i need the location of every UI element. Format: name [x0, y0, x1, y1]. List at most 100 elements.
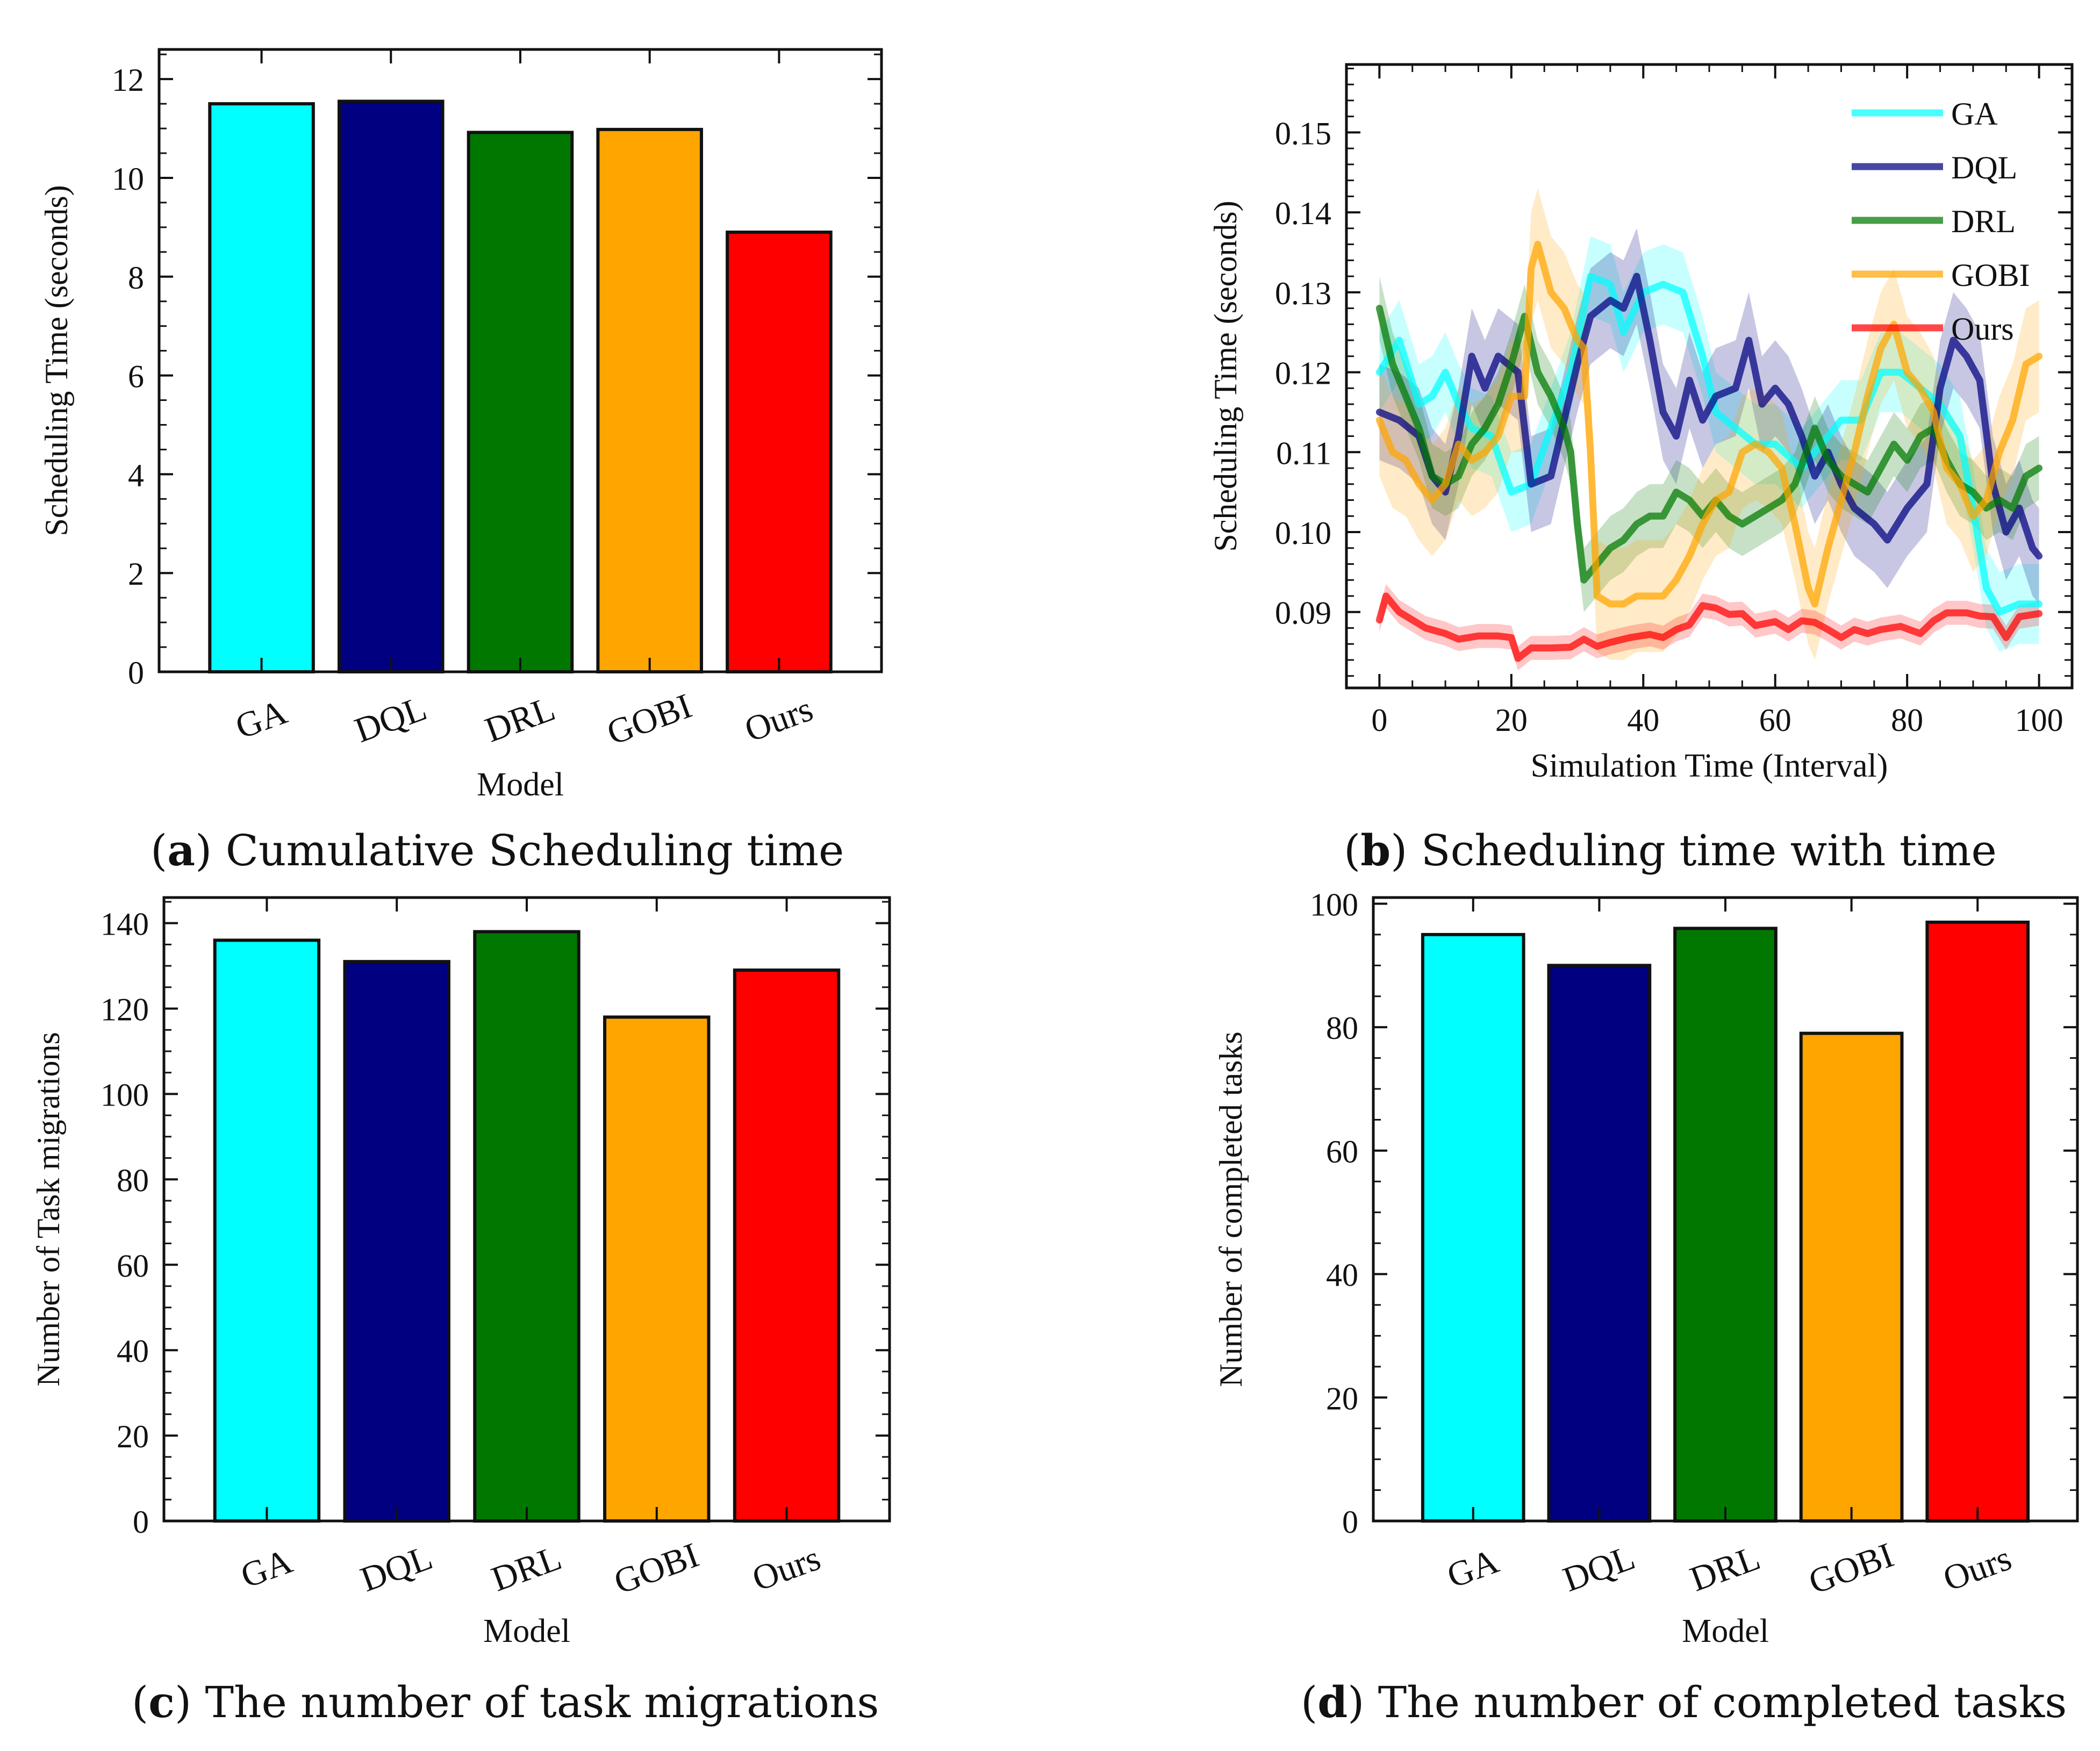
d-bar-dql: [1547, 964, 1652, 1523]
c-xtick-label-ours: Ours: [747, 1538, 826, 1598]
a-ytick-label-2: 4: [128, 457, 144, 493]
b-ytick-label-6: 0.15: [1275, 116, 1331, 151]
a-bar-drl: [467, 131, 574, 673]
d-ytick-label-3: 60: [1326, 1134, 1358, 1169]
a-y-axis-label: Scheduling Time (seconds): [39, 185, 74, 536]
c-ytick-label-3: 60: [117, 1248, 149, 1283]
d-xtick-label-drl: DRL: [1685, 1538, 1765, 1599]
d-ytick-label-1: 20: [1326, 1381, 1358, 1416]
b-x-axis-label: Simulation Time (Interval): [1531, 748, 1888, 784]
b-legend-label-dql: DQL: [1951, 150, 2017, 185]
caption-d-text: The number of completed tasks: [1378, 1677, 2067, 1727]
a-xtick-label-gobi: GOBI: [602, 686, 697, 753]
b-xtick-label-5: 100: [2015, 702, 2063, 738]
a-xtick-label-ga: GA: [231, 692, 292, 747]
d-ytick-label-4: 80: [1326, 1010, 1358, 1046]
a-ytick-label-0: 0: [128, 655, 144, 691]
chart-b-scheduling-time-over-time: 0 20 40 60 80 100 0.09 0.10 0.11 0.12 0.13 0.14 0.15…: [1208, 63, 2074, 784]
a-ytick-label-4: 8: [128, 260, 144, 296]
c-bar-ours: [733, 968, 841, 1523]
b-line-ours: [1375, 592, 2043, 662]
b-ytick-label-2: 0.11: [1276, 435, 1331, 471]
b-xtick-label-0: 0: [1371, 702, 1387, 738]
caption-c-letter: c: [148, 1677, 175, 1727]
c-ytick-label-7: 140: [101, 907, 149, 942]
a-x-axis-label: Model: [477, 766, 564, 803]
b-xtick-label-2: 40: [1627, 702, 1659, 738]
d-ytick-label-0: 0: [1342, 1504, 1358, 1540]
chart-d-completed-tasks: GA DQL DRL GOBI Ours 0 20 40 60 80 100 Model Number …: [1213, 887, 2079, 1649]
a-ytick-label-3: 6: [128, 359, 144, 394]
b-band-dql: [1379, 228, 2039, 604]
d-ytick-label-2: 40: [1326, 1258, 1358, 1293]
b-ytick-label-4: 0.13: [1275, 276, 1331, 311]
c-x-axis-label: Model: [483, 1613, 570, 1649]
b-xtick-label-3: 60: [1759, 702, 1791, 738]
a-xtick-label-ours: Ours: [740, 689, 818, 749]
d-x-axis-label: Model: [1682, 1613, 1769, 1649]
a-bar-ours: [726, 231, 833, 673]
a-ytick-label-5: 10: [112, 161, 144, 197]
b-ytick-label-0: 0.09: [1275, 595, 1331, 631]
d-bar-drl: [1673, 927, 1778, 1523]
b-band-gobi: [1379, 188, 2039, 660]
a-bar-gobi: [596, 127, 703, 673]
c-xtick-label-gobi: GOBI: [609, 1535, 704, 1602]
b-ytick-label-1: 0.10: [1275, 515, 1331, 551]
caption-c-text: The number of task migrations: [205, 1677, 879, 1727]
a-bar-ga: [208, 102, 315, 674]
a-bar-dql: [338, 99, 445, 673]
c-xtick-label-dql: DQL: [355, 1538, 437, 1599]
b-legend-label-gobi: GOBI: [1951, 257, 2030, 293]
d-xtick-label-dql: DQL: [1558, 1538, 1640, 1599]
b-legend-label-ours: Ours: [1951, 311, 2014, 347]
b-y-axis-label: Scheduling Time (seconds): [1208, 200, 1243, 551]
d-bar-ours: [1925, 920, 2030, 1523]
caption-a-letter: a: [167, 825, 196, 876]
c-bar-dql: [343, 960, 450, 1523]
b-band-drl: [1379, 276, 2039, 612]
c-ytick-label-5: 100: [101, 1077, 149, 1113]
c-ytick-label-1: 20: [117, 1419, 149, 1454]
c-bar-drl: [473, 930, 580, 1523]
c-bar-gobi: [603, 1015, 711, 1523]
d-xtick-label-ga: GA: [1442, 1541, 1504, 1596]
chart-c-task-migrations: GA DQL DRL GOBI Ours 0 20 40 60 80 100 120 140 Model N…: [31, 896, 891, 1649]
chart-a-cumulative-scheduling-time: GA DQL DRL GOBI Ours 0 2 4 6 8 10 12 Model Scheduling…: [39, 48, 883, 803]
a-ytick-label-6: 12: [112, 62, 144, 98]
c-y-axis-label: Number of Task migrations: [31, 1032, 66, 1387]
b-xtick-label-1: 20: [1495, 702, 1528, 738]
c-bar-ga: [213, 938, 321, 1523]
d-bar-ga: [1421, 932, 1525, 1523]
b-line-drl: [1375, 305, 2043, 584]
b-legend-label-drl: DRL: [1951, 204, 2016, 239]
caption-b-letter: b: [1360, 825, 1391, 876]
c-ytick-label-0: 0: [133, 1504, 149, 1540]
b-ytick-label-5: 0.14: [1275, 196, 1331, 231]
b-line-gobi: [1375, 241, 2043, 608]
c-ytick-label-2: 40: [117, 1333, 149, 1369]
b-legend-label-ga: GA: [1951, 96, 1998, 132]
caption-b: (b) Scheduling time with time: [1344, 825, 1997, 876]
b-xtick-label-4: 80: [1891, 702, 1923, 738]
b-line-dql: [1375, 272, 2043, 560]
caption-d-letter: d: [1317, 1677, 1348, 1727]
caption-a-text: Cumulative Scheduling time: [225, 826, 844, 876]
a-ytick-label-1: 2: [128, 556, 144, 592]
c-ytick-label-4: 80: [117, 1162, 149, 1198]
a-xtick-label-drl: DRL: [480, 689, 560, 750]
caption-c: (c) The number of task migrations: [132, 1677, 879, 1727]
d-xtick-label-gobi: GOBI: [1804, 1535, 1899, 1602]
d-ytick-label-5: 100: [1310, 887, 1358, 922]
d-y-axis-label: Number of completed tasks: [1213, 1031, 1249, 1387]
d-bar-gobi: [1799, 1031, 1904, 1523]
d-xtick-label-ours: Ours: [1938, 1538, 2017, 1598]
c-xtick-label-ga: GA: [236, 1541, 298, 1596]
caption-b-text: Scheduling time with time: [1421, 826, 1997, 876]
b-ytick-label-3: 0.12: [1275, 356, 1331, 391]
caption-d: (d) The number of completed tasks: [1301, 1677, 2067, 1727]
c-xtick-label-drl: DRL: [486, 1538, 567, 1599]
caption-a: (a) Cumulative Scheduling time: [150, 825, 844, 876]
